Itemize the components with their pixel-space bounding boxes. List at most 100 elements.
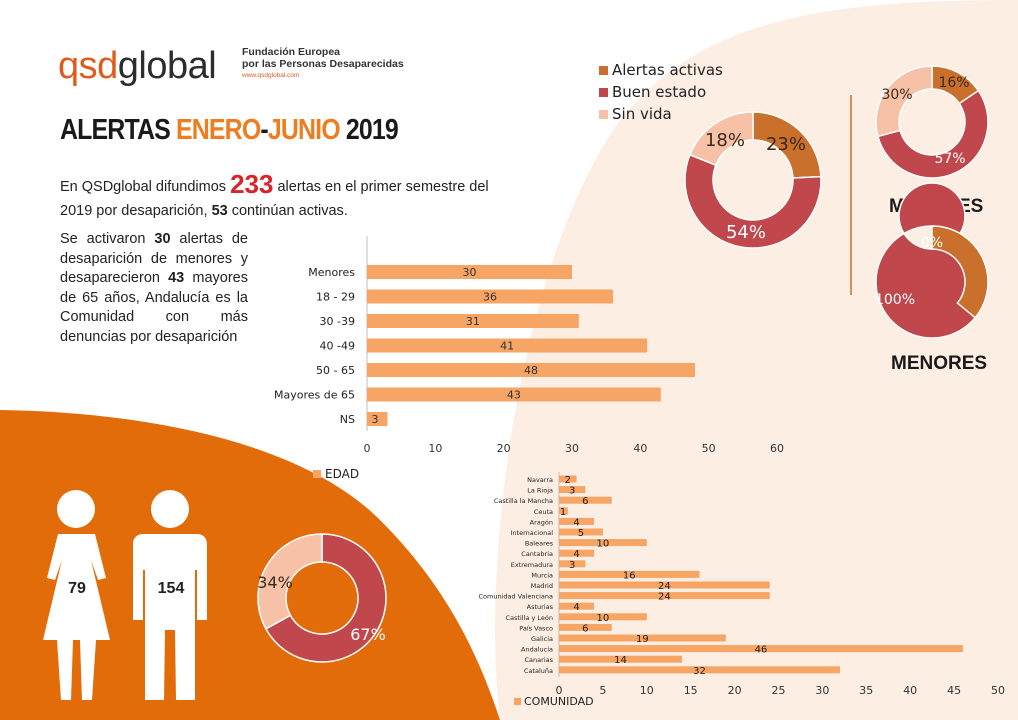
community-value-label: 3	[569, 486, 575, 497]
community-bar	[559, 592, 770, 600]
age-value-label: 31	[466, 315, 480, 328]
summary-t2: alertas de desaparición de menores y des…	[60, 231, 248, 286]
sex-donut-value-label: 67%	[350, 625, 386, 644]
community-bar	[559, 560, 586, 568]
community-tick-label: 15	[684, 684, 698, 697]
age-tick-label: 20	[497, 442, 511, 455]
community-category-label: Baleares	[525, 540, 554, 548]
logo-line-1: Fundación Europea	[242, 46, 341, 58]
age-value-label: 30	[463, 266, 477, 279]
age-value-label: 3	[372, 413, 379, 426]
community-category-label: Andalucía	[521, 646, 553, 654]
community-category-label: Ceuta	[534, 508, 553, 516]
community-legend-label: COMUNIDAD	[524, 695, 594, 708]
intro-text: En QSDglobal difundimos 233 alertas en e…	[60, 171, 510, 223]
age-category-label: 40 -49	[320, 340, 355, 353]
community-tick-label: 10	[640, 684, 654, 697]
community-bar	[559, 645, 963, 653]
community-value-label: 46	[755, 645, 768, 656]
legend-label: Buen estado	[612, 83, 706, 101]
age-tick-label: 50	[702, 442, 716, 455]
elders-count: 43	[168, 270, 185, 286]
age-tick-label: 30	[565, 442, 579, 455]
male-figure-icon	[133, 490, 207, 700]
age-tick-label: 40	[633, 442, 647, 455]
community-value-label: 24	[658, 592, 671, 603]
community-bar	[559, 666, 840, 674]
community-value-label: 16	[623, 570, 636, 581]
female-figure-icon	[43, 490, 110, 700]
title-part-1: ALERTAS	[60, 114, 176, 146]
menores-donut-slice	[931, 225, 989, 319]
sex-donut-value-label: 34%	[257, 573, 293, 592]
community-bar	[559, 570, 700, 578]
age-value-label: 36	[483, 291, 497, 304]
community-bar	[559, 602, 595, 610]
page-title: ALERTAS ENERO-JUNIO 2019	[60, 113, 399, 147]
community-value-label: 6	[582, 496, 588, 507]
age-bar	[367, 363, 695, 377]
community-value-label: 4	[573, 602, 579, 613]
female-count: 79	[68, 580, 86, 597]
age-value-label: 43	[507, 389, 521, 402]
community-category-label: Asturias	[527, 603, 554, 611]
community-bar	[559, 486, 586, 494]
community-value-label: 32	[693, 666, 706, 677]
mayores-donut-chart: 16% 57% 30%	[875, 65, 989, 179]
community-tick-label: 20	[728, 684, 742, 697]
community-category-label: Canarias	[525, 656, 554, 664]
community-tick-label: 0	[556, 684, 563, 697]
community-bar	[559, 634, 726, 642]
community-bar	[559, 655, 682, 663]
community-category-label: Aragón	[530, 518, 553, 526]
sex-donut-chart: 67% 34%	[257, 533, 387, 663]
community-value-label: 1	[560, 507, 566, 518]
title-part-2: ENERO	[175, 114, 261, 146]
brand-logo: qsdglobal	[58, 45, 217, 87]
sex-donut-hole	[287, 563, 357, 633]
age-tick-label: 0	[364, 442, 371, 455]
mayores-donut-slice	[876, 89, 989, 179]
legend-swatch	[599, 66, 608, 75]
age-tick-label: 60	[770, 442, 784, 455]
community-category-label: Castilla y León	[506, 614, 553, 622]
status-donut-value-label: 18%	[705, 130, 745, 151]
status-donut-value-label: 23%	[766, 134, 806, 155]
age-bar	[367, 289, 613, 304]
community-category-label: Galicia	[531, 635, 553, 643]
logo-brand-a: qsd	[58, 45, 118, 87]
intro-middle: alertas en el primer semestre del 2019 p…	[60, 179, 489, 219]
community-value-label: 4	[573, 517, 579, 528]
community-bar	[559, 613, 647, 621]
community-category-label: Cantabria	[521, 550, 553, 558]
minors-count: 30	[154, 231, 171, 247]
community-category-label: Madrid	[531, 582, 553, 590]
legend-swatch	[599, 88, 608, 97]
community-bar	[559, 539, 647, 547]
age-category-label: 18 - 29	[316, 291, 355, 304]
sex-donut-slice	[264, 533, 387, 663]
community-bar	[559, 623, 612, 631]
logo-web: www.qsdglobal.com	[242, 72, 300, 79]
mayores-donut-slice	[875, 65, 933, 138]
community-bar-chart: Navarra 2 La Rioja 3 Castilla la Mancha 6 Ceut…	[478, 472, 1005, 708]
title-part-3: -	[260, 114, 268, 146]
community-value-label: 14	[614, 655, 627, 666]
community-value-label: 10	[597, 613, 610, 624]
community-category-label: Internacional	[510, 529, 553, 537]
age-value-label: 48	[524, 364, 538, 377]
legend-swatch	[599, 110, 608, 119]
status-donut-slice	[688, 111, 754, 167]
age-bar	[367, 314, 579, 328]
community-value-label: 6	[582, 623, 588, 634]
status-legend: Alertas activas Buen estado Sin vida	[599, 61, 723, 123]
summary-t3: mayores de 65 años, Andalucía es la Comu…	[60, 270, 248, 345]
age-category-label: 30 -39	[320, 315, 355, 328]
community-value-label: 2	[565, 475, 571, 486]
age-legend-swatch	[313, 470, 321, 478]
community-category-label: Navarra	[527, 476, 553, 484]
logo-line-2: por las Personas Desaparecidas	[242, 58, 404, 70]
title-part-5: 2019	[339, 114, 399, 146]
